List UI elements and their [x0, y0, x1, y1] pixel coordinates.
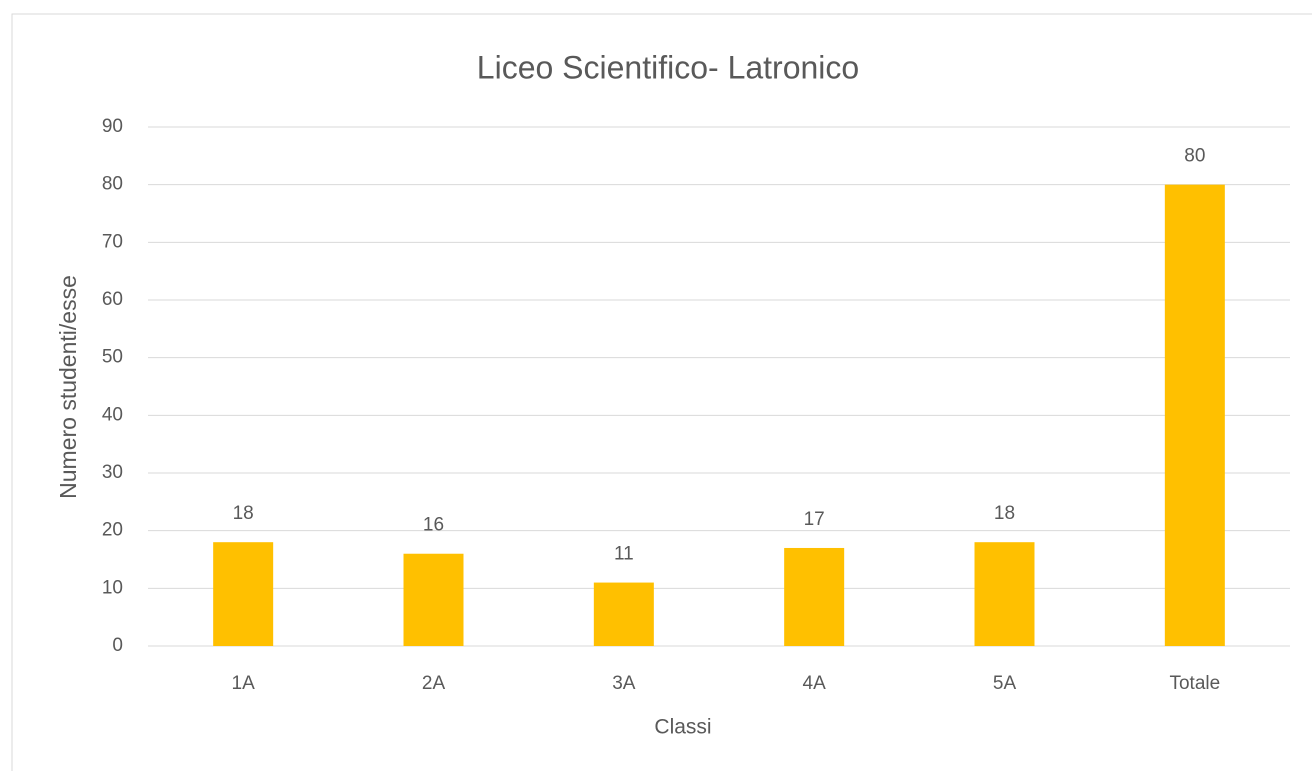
y-tick-label: 40	[102, 404, 123, 425]
chart-title: Liceo Scientifico- Latronico	[477, 49, 859, 85]
x-tick-label: 2A	[422, 673, 446, 694]
y-tick-label: 90	[102, 116, 123, 137]
y-tick-label: 20	[102, 520, 123, 541]
x-tick-label: 1A	[232, 673, 256, 694]
bar	[1164, 184, 1225, 646]
x-tick-label: 4A	[803, 673, 827, 694]
data-label: 80	[1184, 146, 1205, 167]
data-label: 11	[614, 544, 634, 565]
y-axis-title: Numero studenti/esse	[55, 275, 81, 499]
bar	[784, 547, 845, 646]
data-label: 16	[423, 515, 444, 536]
y-tick-label: 60	[102, 289, 123, 310]
bar	[403, 553, 464, 646]
data-label: 17	[804, 509, 825, 530]
y-tick-label: 30	[102, 462, 123, 483]
data-label: 18	[233, 503, 254, 524]
y-tick-label: 80	[102, 174, 123, 195]
x-tick-label: 5A	[993, 673, 1017, 694]
y-tick-label: 10	[102, 577, 123, 598]
x-tick-label: 3A	[612, 673, 636, 694]
y-tick-label: 50	[102, 347, 123, 368]
y-tick-label: 70	[102, 231, 123, 252]
x-axis-title: Classi	[654, 716, 711, 739]
x-tick-label: Totale	[1169, 673, 1220, 694]
chart-frame	[11, 13, 1312, 771]
bar	[213, 542, 274, 646]
bar	[593, 582, 654, 646]
data-label: 18	[994, 503, 1015, 524]
y-tick-label: 0	[112, 635, 123, 656]
bar	[974, 542, 1035, 646]
